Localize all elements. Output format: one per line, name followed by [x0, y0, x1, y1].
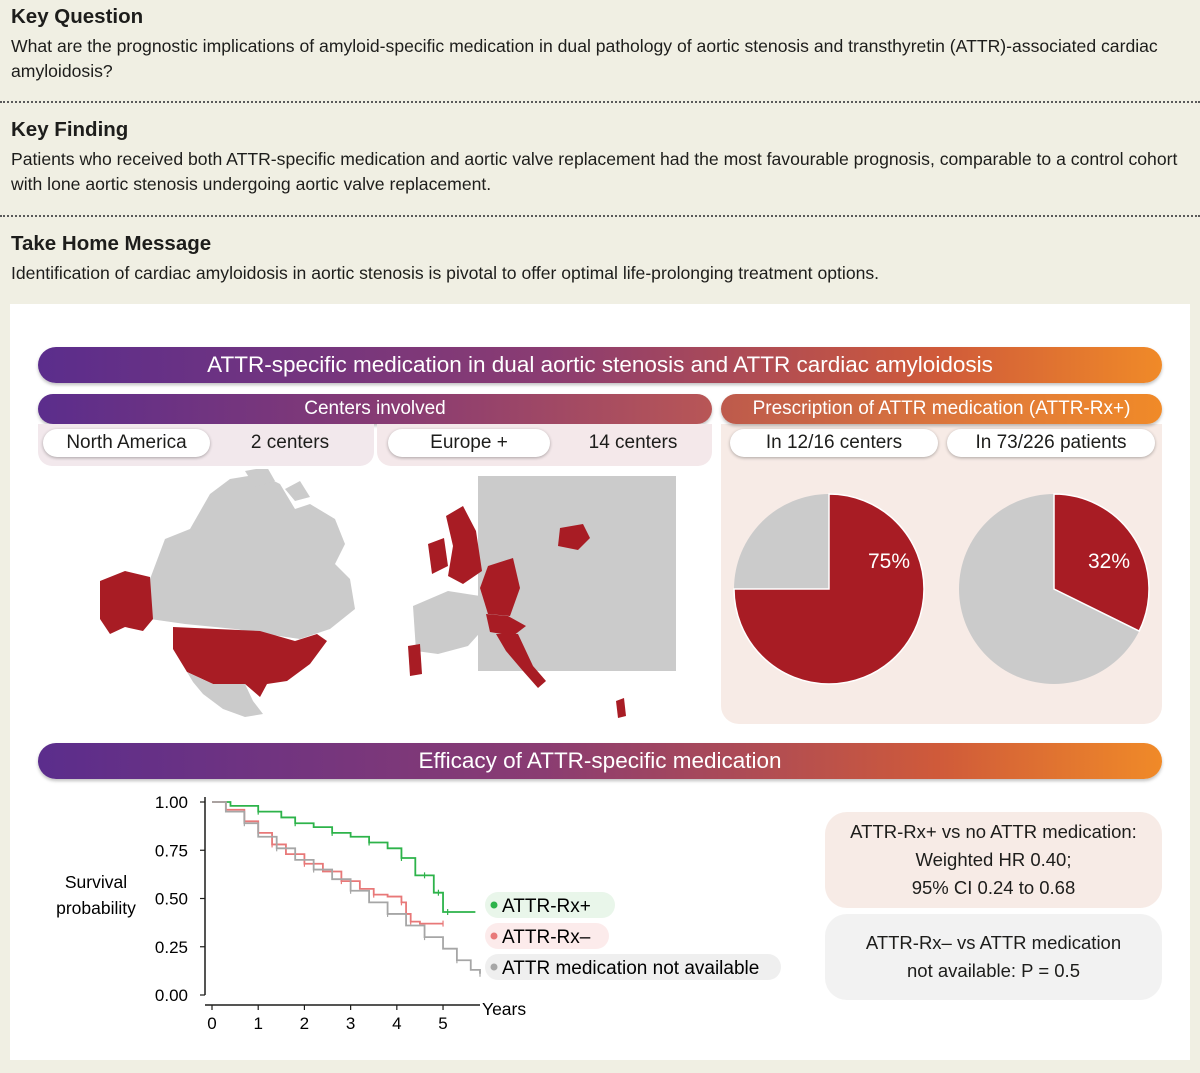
centers-title: Centers involved — [304, 398, 446, 419]
graphical-abstract-panel: ATTR-specific medication in dual aortic … — [10, 304, 1190, 1060]
y-tick-label: 1.00 — [155, 793, 188, 812]
y-tick-label: 0.00 — [155, 986, 188, 1005]
ireland-shape — [428, 538, 448, 574]
legend-item-background — [485, 954, 781, 980]
main-title: ATTR-specific medication in dual aortic … — [207, 352, 993, 377]
take-home-section: Take Home Message Identification of card… — [11, 231, 1190, 286]
north-america-label: North America — [43, 429, 210, 457]
efficacy-title: Efficacy of ATTR-specific medication — [418, 748, 782, 773]
y-tick-label: 0.50 — [155, 890, 188, 909]
canada-shape — [150, 474, 355, 639]
chart-series — [212, 801, 481, 977]
north-america-map — [100, 469, 355, 717]
p-value-line1: ATTR-Rx– vs ATTR medication — [865, 932, 1122, 953]
prescription-pies: 75% 32% — [733, 493, 1150, 685]
x-axis-label: Years — [482, 999, 526, 1019]
survival-chart: Survival probability 0.00 0.25 0.50 0.75 1.00… — [56, 793, 781, 1033]
take-home-heading: Take Home Message — [11, 232, 212, 255]
key-finding-text: Patients who received both ATTR-specific… — [11, 149, 1178, 194]
key-finding-heading: Key Finding — [11, 118, 129, 141]
x-tick-label: 2 — [300, 1014, 309, 1033]
centers-title-bar: Centers involved — [38, 394, 712, 424]
scandinavia-shape — [508, 476, 558, 546]
france-iberia-shape — [413, 591, 486, 654]
centers-pie-label: 75% — [868, 550, 910, 573]
patients-prescription-label: In 73/226 patients — [947, 429, 1155, 457]
lithuania-shape — [558, 524, 590, 550]
centers-prescription-label: In 12/16 centers — [730, 429, 938, 457]
x-tick-label: 5 — [438, 1014, 447, 1033]
germany-shape — [480, 558, 520, 616]
divider — [0, 101, 1200, 103]
legend-marker — [490, 963, 498, 971]
austria-swiss-shape — [486, 614, 526, 636]
legend-item-background — [485, 923, 609, 949]
series-line — [212, 801, 481, 974]
p-value-box: ATTR-Rx– vs ATTR medication not availabl… — [825, 914, 1162, 1000]
x-tick-label: 1 — [253, 1014, 262, 1033]
patients-pie-medication-slice — [1053, 493, 1150, 633]
legend-item-background — [485, 892, 615, 918]
y-axis-label: Survival probability — [56, 872, 136, 918]
hr-stat-line1: ATTR-Rx+ vs no ATTR medication: — [850, 821, 1137, 842]
north-america-count: 2 centers — [250, 432, 330, 453]
legend-label: ATTR-Rx+ — [502, 896, 591, 917]
y-tick-label: 0.25 — [155, 938, 188, 957]
hr-stat-line3: 95% CI 0.24 to 0.68 — [911, 877, 1076, 898]
key-finding-section: Key Finding Patients who received both A… — [11, 117, 1190, 197]
great-britain-shape — [446, 506, 482, 584]
alaska-shape — [100, 571, 153, 634]
europe-label: Europe + — [388, 429, 550, 457]
legend-label: ATTR medication not available — [502, 958, 759, 979]
series-line — [212, 801, 476, 913]
patients-pie-chart — [959, 493, 1150, 684]
mexico-shape — [187, 672, 263, 717]
hr-stat-box: ATTR-Rx+ vs no ATTR medication: Weighted… — [825, 812, 1162, 908]
y-tick-label: 0.75 — [155, 841, 188, 860]
legend-label: ATTR-Rx– — [502, 927, 591, 948]
series-line — [212, 801, 444, 925]
legend-marker — [490, 932, 498, 940]
patients-pie-label: 32% — [1088, 550, 1130, 573]
p-value-line2: not available: P = 0.5 — [907, 960, 1080, 981]
legend-marker — [490, 901, 498, 909]
usa-shape — [173, 627, 327, 697]
europe-count: 14 centers — [588, 432, 678, 453]
arctic-islands-shape — [245, 469, 310, 501]
key-question-heading: Key Question — [11, 5, 144, 28]
centers-pie-medication-slice — [733, 493, 925, 685]
efficacy-title-bar: Efficacy of ATTR-specific medication — [38, 743, 1162, 779]
prescription-title-bar: Prescription of ATTR medication (ATTR-Rx… — [721, 394, 1162, 424]
chart-legend: ATTR-Rx+ ATTR-Rx– ATTR medication not avai… — [485, 892, 781, 980]
divider — [0, 215, 1200, 217]
hr-stat-line2: Weighted HR 0.40; — [915, 849, 1072, 870]
x-tick-label: 0 — [207, 1014, 216, 1033]
israel-shape — [616, 698, 626, 718]
main-title-bar: ATTR-specific medication in dual aortic … — [38, 347, 1162, 383]
prescription-title: Prescription of ATTR medication (ATTR-Rx… — [752, 398, 1131, 419]
key-question-text: What are the prognostic implications of … — [11, 36, 1158, 81]
key-question-section: Key Question What are the prognostic imp… — [11, 4, 1190, 84]
italy-shape — [496, 634, 546, 688]
x-tick-label: 3 — [346, 1014, 355, 1033]
x-tick-label: 4 — [392, 1014, 401, 1033]
centers-pie-chart — [733, 493, 925, 685]
europe-map — [408, 476, 676, 718]
take-home-text: Identification of cardiac amyloidosis in… — [11, 263, 880, 283]
chart-axes: 0.00 0.25 0.50 0.75 1.00 0 1 2 3 4 5 Years — [155, 793, 526, 1033]
portugal-shape — [408, 644, 422, 676]
